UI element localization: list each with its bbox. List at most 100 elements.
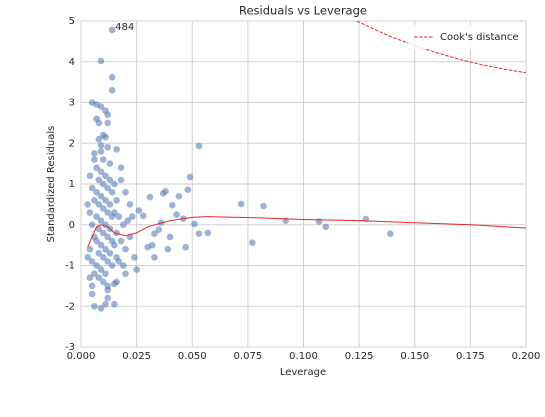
point [88, 282, 96, 290]
point [102, 245, 109, 253]
chart-title: Residuals vs Leverage [239, 4, 367, 18]
point [93, 262, 100, 269]
point [119, 221, 127, 229]
point [102, 133, 109, 141]
point [97, 57, 105, 65]
point [97, 266, 105, 273]
point [166, 233, 174, 241]
point [102, 270, 109, 277]
point [151, 254, 158, 261]
point [131, 254, 138, 261]
point [124, 217, 132, 224]
y-tick-label: 5 [69, 16, 75, 27]
point [97, 217, 105, 224]
point [95, 119, 103, 127]
x-tick-label: 0.125 [345, 351, 374, 362]
y-tick-label: 4 [69, 57, 75, 68]
y-tick-label: 2 [69, 138, 75, 149]
point [95, 135, 103, 143]
y-tick-label: -1 [65, 261, 75, 272]
point [104, 294, 111, 302]
x-tick-label: 0.050 [178, 351, 207, 362]
point [111, 209, 118, 216]
point [97, 192, 105, 200]
point [106, 176, 114, 184]
point [119, 262, 127, 269]
point [88, 258, 96, 265]
point [113, 197, 120, 204]
point [104, 209, 111, 216]
point [88, 290, 96, 298]
point [168, 201, 176, 209]
legend-label: Cook's distance [440, 32, 519, 43]
point [99, 278, 107, 286]
point [140, 212, 147, 220]
point [113, 146, 120, 153]
point [104, 282, 111, 290]
point [115, 258, 123, 265]
point [102, 300, 109, 308]
point [106, 249, 114, 257]
point [195, 142, 203, 150]
point [93, 213, 100, 220]
point [111, 241, 118, 249]
point [151, 230, 158, 238]
point [97, 168, 105, 176]
point [386, 230, 394, 238]
point [102, 172, 109, 180]
y-tick-label: 1 [69, 179, 75, 190]
point [117, 164, 125, 171]
point [97, 304, 105, 312]
point [99, 180, 107, 188]
point [99, 254, 107, 261]
point [186, 173, 194, 181]
point [104, 233, 111, 241]
point [91, 150, 98, 157]
point [104, 184, 111, 192]
point [111, 180, 118, 188]
point [91, 270, 98, 277]
point [111, 280, 118, 288]
point [106, 160, 114, 167]
point [115, 213, 123, 220]
point [117, 176, 125, 184]
point [133, 266, 140, 273]
point [99, 156, 107, 163]
x-tick-label: 0.175 [456, 351, 485, 362]
point [315, 218, 323, 225]
point [108, 86, 116, 94]
point [104, 144, 111, 151]
point [95, 274, 103, 282]
point [111, 300, 118, 308]
point [104, 111, 111, 119]
point [164, 245, 172, 253]
point [99, 205, 107, 212]
point [97, 141, 105, 149]
point [195, 230, 203, 238]
point [88, 221, 96, 229]
point [91, 302, 98, 310]
point [91, 197, 98, 204]
point [126, 201, 134, 208]
point [97, 148, 105, 155]
point [86, 209, 94, 216]
point [108, 188, 116, 196]
point [99, 229, 107, 237]
annotation: 484 [115, 22, 134, 33]
point [135, 207, 143, 214]
lowess-line [87, 216, 526, 248]
point [102, 197, 109, 204]
point [191, 220, 198, 228]
point [84, 201, 91, 208]
point [86, 245, 94, 253]
y-tick-label: 3 [69, 98, 75, 109]
point [86, 274, 94, 282]
point [95, 249, 103, 257]
x-axis-label: Leverage [280, 367, 326, 378]
point [86, 172, 94, 180]
point [108, 26, 116, 34]
point [97, 241, 105, 249]
point [146, 193, 154, 201]
point [322, 223, 330, 231]
